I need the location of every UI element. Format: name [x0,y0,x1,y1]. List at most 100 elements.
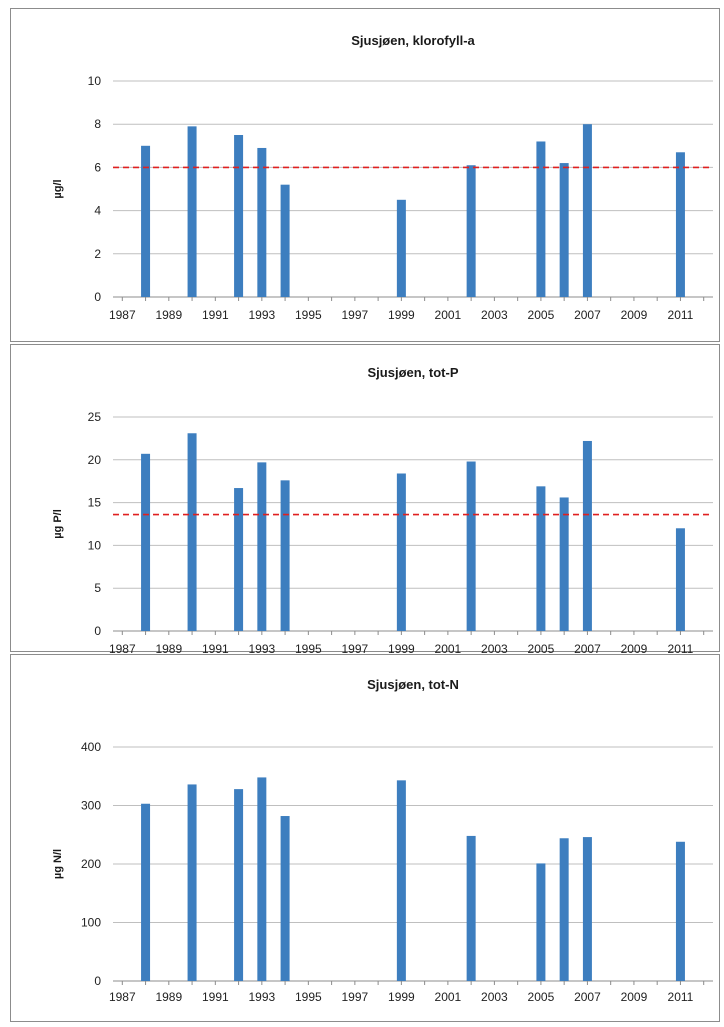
x-tick-label: 1995 [295,990,322,1004]
x-tick-label: 2001 [435,990,462,1004]
bar [675,841,685,981]
bar [466,835,476,981]
x-tick-label: 1991 [202,990,229,1004]
y-tick-label: 4 [94,204,101,218]
bar [187,126,197,297]
bar [582,440,592,631]
y-tick-label: 8 [94,117,101,131]
x-tick-label: 2005 [528,990,555,1004]
y-tick-label: 2 [94,247,101,261]
x-tick-label: 2001 [435,308,462,322]
x-tick-label: 1989 [155,308,182,322]
y-tick-label: 15 [88,496,102,510]
y-axis-label: µg N/l [52,849,64,879]
y-tick-label: 5 [94,581,101,595]
y-tick-label: 400 [81,740,101,754]
x-tick-label: 1993 [248,642,275,653]
x-tick-label: 1987 [109,308,136,322]
y-tick-label: 10 [88,538,102,552]
x-tick-label: 2009 [621,308,648,322]
x-tick-label: 2009 [621,642,648,653]
bar [396,780,406,981]
x-tick-label: 1993 [248,990,275,1004]
bar [466,461,476,631]
y-axis-label: µg/l [52,179,64,198]
x-tick-label: 2011 [668,308,694,322]
chart-total-phosphorus: Sjusjøen, tot-P µg P/l 0 5 10 15 20 25 1987 1989 1… [52,365,713,653]
x-tick-label: 1995 [295,642,322,653]
bar [257,147,267,297]
x-tick-label: 1989 [155,642,182,653]
x-tick-label: 1999 [388,990,415,1004]
bar [234,135,244,297]
x-tick-label: 2005 [528,642,555,653]
chart-panel-total-phosphorus: Sjusjøen, tot-P µg P/l 0 5 10 15 20 25 1987 1989 1… [10,344,720,653]
chart-panel-chlorophyll: Sjusjøen, klorofyll-a µg/l 0 2 4 6 8 10 1987 1989… [10,8,720,342]
x-tick-label: 1999 [388,642,415,653]
x-tick-label: 2007 [574,642,601,653]
x-tick-label: 1995 [295,308,322,322]
chart-panel-total-nitrogen: Sjusjøen, tot-N µg N/l 0 100 200 300 400 1987 19… [10,654,720,1022]
x-tick-label: 1989 [155,990,182,1004]
bar [187,784,197,981]
y-tick-label: 20 [88,453,102,467]
x-tick-label: 1999 [388,308,415,322]
y-tick-label: 0 [94,624,101,638]
bar [280,816,290,981]
x-tick-label: 2009 [621,990,648,1004]
x-tick-label: 1987 [109,642,136,653]
y-tick-label: 300 [81,799,101,813]
bar [187,433,197,631]
y-axis-label: µg P/l [52,509,64,539]
x-tick-label: 2003 [481,308,508,322]
y-tick-label: 0 [94,290,101,304]
y-tick-label: 100 [81,916,101,930]
x-tick-label: 2005 [528,308,555,322]
bar [536,141,546,297]
x-tick-label: 1997 [342,990,369,1004]
bar [257,777,267,981]
bar [675,528,685,631]
bar [257,462,267,631]
y-tick-label: 200 [81,857,101,871]
x-tick-label: 1997 [342,642,369,653]
chart-total-nitrogen: Sjusjøen, tot-N µg N/l 0 100 200 300 400 1987 19… [52,677,713,1004]
bar [141,145,151,297]
bar [234,789,244,981]
bar [280,480,290,631]
y-tick-label: 10 [88,74,102,88]
x-tick-label: 2003 [481,642,508,653]
chart-chlorophyll: Sjusjøen, klorofyll-a µg/l 0 2 4 6 8 10 1987 1989… [52,33,713,322]
x-tick-label: 2011 [668,642,694,653]
bar [396,473,406,631]
chart-title: Sjusjøen, tot-P [368,365,459,380]
x-tick-label: 1991 [202,308,229,322]
bar [559,163,569,297]
x-tick-label: 1997 [342,308,369,322]
chart-title: Sjusjøen, tot-N [367,677,459,692]
x-tick-label: 1993 [248,308,275,322]
x-tick-label: 1987 [109,990,136,1004]
bar [536,486,546,631]
x-tick-label: 2003 [481,990,508,1004]
x-tick-label: 1991 [202,642,229,653]
bar [559,497,569,631]
x-tick-label: 2011 [668,990,694,1004]
bar [234,488,244,631]
bar [559,838,569,981]
x-tick-label: 2007 [574,308,601,322]
y-tick-label: 0 [94,974,101,988]
bar [396,199,406,297]
y-tick-label: 25 [88,410,102,424]
bar [466,165,476,297]
bar [141,453,151,631]
y-tick-label: 6 [94,160,101,174]
bar [582,124,592,297]
bar [280,184,290,297]
bar [582,837,592,981]
bar [536,863,546,981]
x-tick-label: 2007 [574,990,601,1004]
bar [141,803,151,981]
x-tick-label: 2001 [435,642,462,653]
bar [675,152,685,297]
